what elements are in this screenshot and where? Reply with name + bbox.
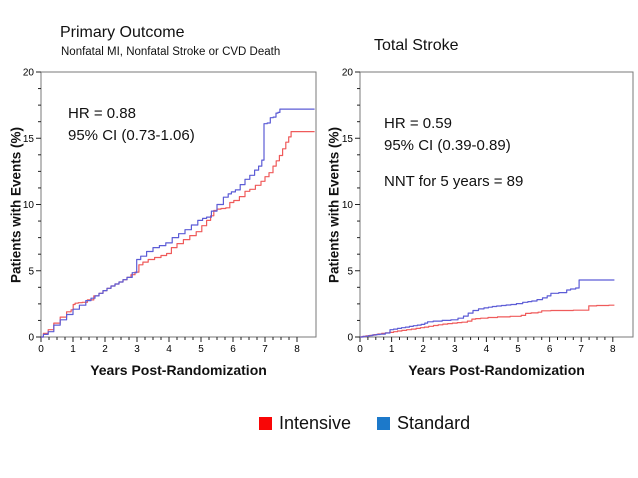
intensive-curve <box>41 131 315 338</box>
right-nnt-text: NNT for 5 years = 89 <box>384 173 524 190</box>
intensive-swatch-icon <box>259 417 272 430</box>
y-tick-label: 0 <box>28 333 34 344</box>
y-tick-label: 5 <box>347 266 353 277</box>
y-tick-label: 10 <box>342 200 354 211</box>
left-x-axis-title: Years Post-Randomization <box>90 362 267 378</box>
legend-item-standard: Standard <box>377 413 470 434</box>
x-tick-label: 3 <box>134 344 140 355</box>
plot-frame <box>359 71 634 338</box>
right-x-axis-title: Years Post-Randomization <box>408 362 585 378</box>
x-tick-label: 6 <box>547 344 553 355</box>
x-tick-label: 5 <box>198 344 204 355</box>
x-tick-label: 1 <box>70 344 76 355</box>
left-y-axis-title: Patients with Events (%) <box>8 126 24 284</box>
x-tick-label: 5 <box>515 344 521 355</box>
x-tick-label: 3 <box>452 344 458 355</box>
legend-label-standard: Standard <box>397 413 471 433</box>
x-tick-label: 2 <box>420 344 426 355</box>
standard-curve <box>360 279 615 338</box>
km-charts-svg: 0 5 10 15 20 0 1 2 3 4 5 6 7 8 0 5 10 15 20 0 1 2 3 4 5 6 7 8 <box>23 68 634 355</box>
right-chart-annotation: HR = 0.59 95% CI (0.39-0.89) NNT for 5 y… <box>384 113 523 193</box>
right-chart-title: Total Stroke <box>374 37 459 54</box>
x-tick-label: 7 <box>262 344 268 355</box>
x-tick-label: 4 <box>166 344 172 355</box>
left-hr-text: HR = 0.88 <box>68 105 136 122</box>
y-tick-label: 20 <box>23 68 35 79</box>
intensive-curve <box>360 304 615 338</box>
x-tick-label: 2 <box>102 344 108 355</box>
right-ci-text: 95% CI (0.39-0.89) <box>384 137 511 154</box>
legend-label-intensive: Intensive <box>279 413 352 433</box>
y-tick-label: 15 <box>342 134 354 145</box>
x-tick-label: 0 <box>357 344 363 355</box>
y-tick-label: 20 <box>342 68 354 79</box>
left-chart-annotation: HR = 0.88 95% CI (0.73-1.06) <box>68 103 195 147</box>
x-tick-label: 4 <box>484 344 490 355</box>
left-chart-title: Primary Outcome <box>60 24 185 41</box>
x-tick-label: 0 <box>38 344 44 355</box>
right-hr-text: HR = 0.59 <box>384 115 452 132</box>
y-tick-label: 5 <box>28 266 34 277</box>
legend: Intensive Standard <box>259 413 470 434</box>
left-chart-subtitle: Nonfatal MI, Nonfatal Stroke or CVD Deat… <box>61 46 281 58</box>
left-chart-plot: 0 5 10 15 20 0 1 2 3 4 5 6 7 8 <box>23 68 317 355</box>
x-tick-label: 8 <box>294 344 300 355</box>
x-tick-label: 6 <box>230 344 236 355</box>
legend-item-intensive: Intensive <box>259 413 351 434</box>
x-tick-label: 1 <box>389 344 395 355</box>
right-chart-plot: 0 5 10 15 20 0 1 2 3 4 5 6 7 8 <box>342 68 634 355</box>
left-ci-text: 95% CI (0.73-1.06) <box>68 127 195 144</box>
y-tick-label: 15 <box>23 134 35 145</box>
y-tick-label: 10 <box>23 200 35 211</box>
standard-curve <box>41 108 315 338</box>
standard-swatch-icon <box>377 417 391 430</box>
right-y-axis-title: Patients with Events (%) <box>326 126 342 284</box>
x-tick-label: 8 <box>610 344 616 355</box>
x-tick-label: 7 <box>578 344 584 355</box>
y-tick-label: 0 <box>347 333 353 344</box>
